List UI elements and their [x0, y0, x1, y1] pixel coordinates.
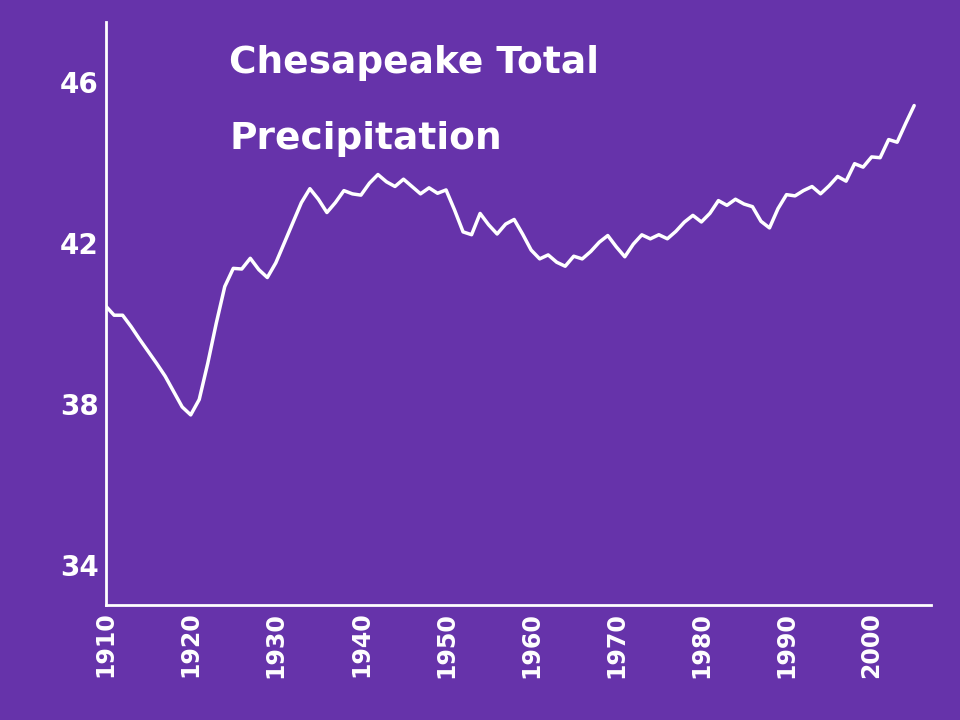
- Text: Chesapeake Total: Chesapeake Total: [229, 45, 599, 81]
- Text: Precipitation: Precipitation: [229, 121, 502, 157]
